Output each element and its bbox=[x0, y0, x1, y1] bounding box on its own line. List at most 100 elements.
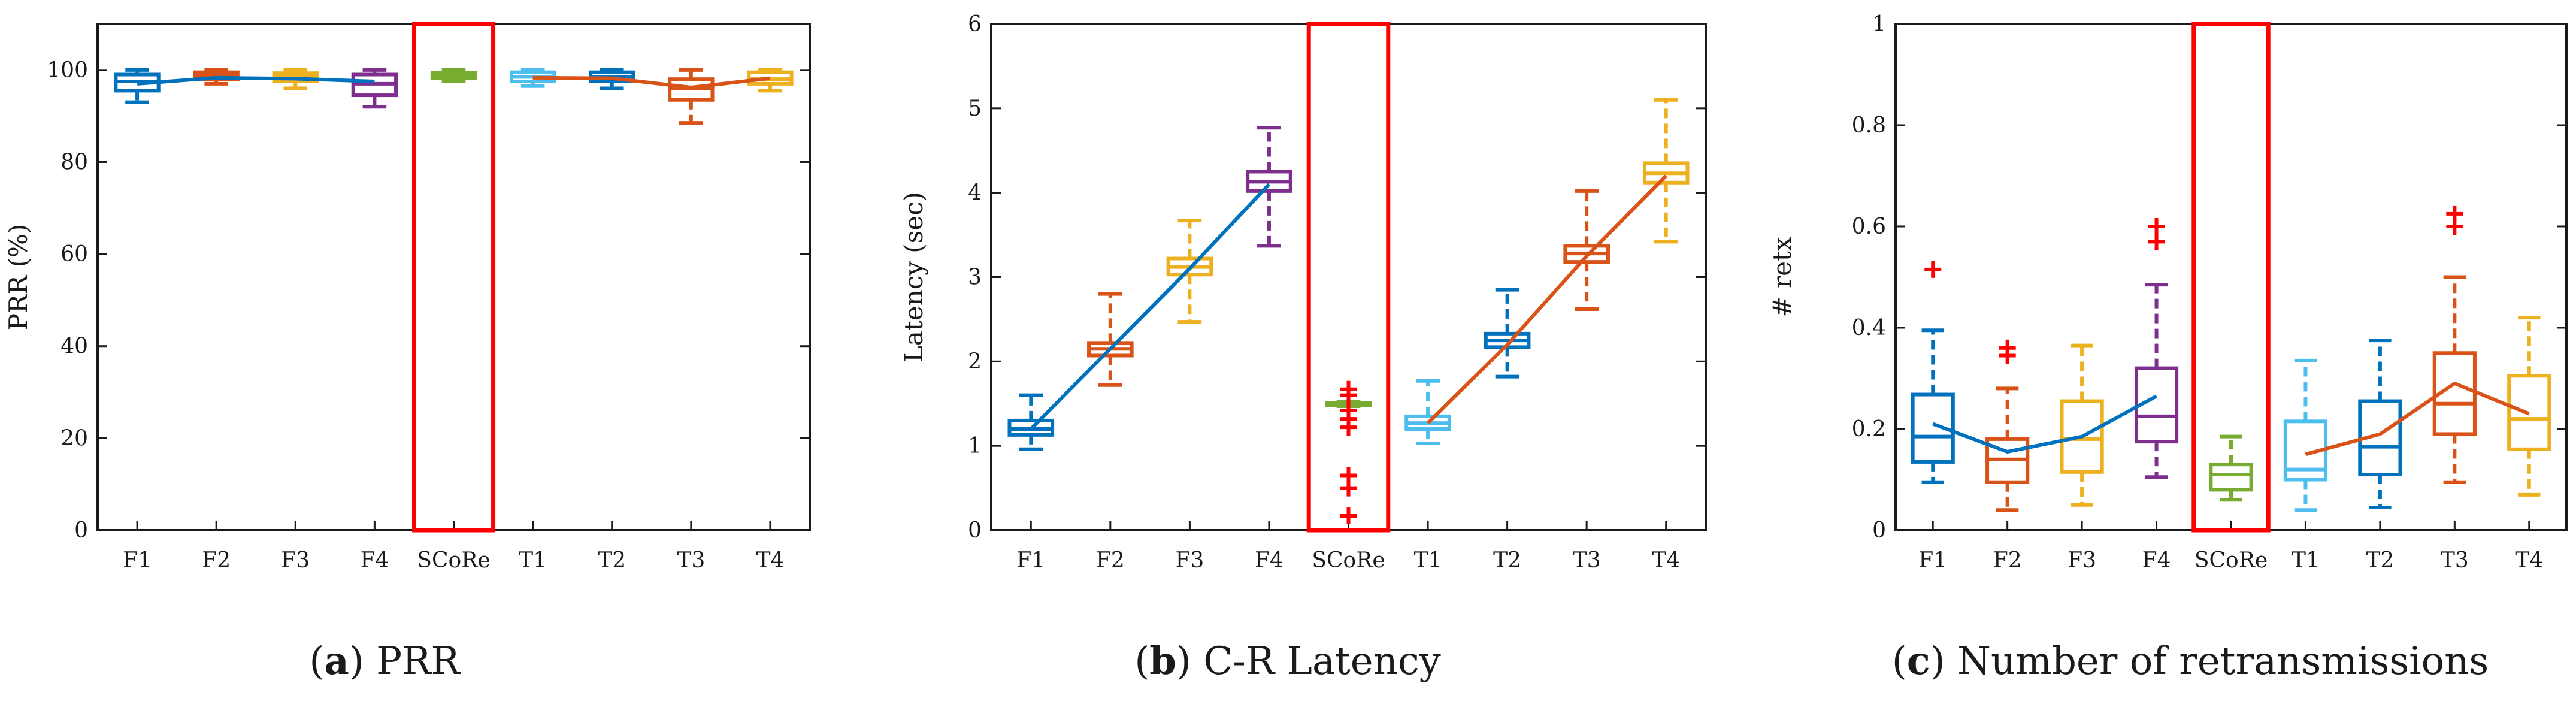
y-tick-label: 0.4 bbox=[1852, 316, 1886, 340]
box-score bbox=[2209, 434, 2253, 502]
y-tick-label: 0.8 bbox=[1852, 113, 1886, 138]
y-tick-label: 5 bbox=[968, 96, 982, 121]
y-tick-label: 100 bbox=[47, 58, 88, 83]
box-t3 bbox=[2432, 205, 2477, 484]
x-tick-label: T3 bbox=[677, 548, 705, 573]
outlier-marker bbox=[1999, 339, 2016, 356]
x-tick-label: T4 bbox=[756, 548, 784, 573]
caption-latency: (b) C-R Latency bbox=[1134, 639, 1441, 684]
box-body bbox=[2209, 463, 2253, 492]
outlier-marker bbox=[2446, 205, 2463, 222]
y-tick-label: 80 bbox=[60, 150, 88, 174]
x-tick-label: F4 bbox=[2142, 548, 2171, 573]
caption-text: PRR bbox=[364, 639, 461, 684]
highlight-box-score bbox=[1306, 22, 1391, 533]
caption-text: C-R Latency bbox=[1191, 639, 1441, 684]
box-score bbox=[430, 68, 477, 84]
highlight-box-score bbox=[2191, 22, 2271, 533]
x-tick-label: F3 bbox=[1175, 548, 1204, 573]
box-t1 bbox=[2283, 358, 2328, 512]
outlier-marker bbox=[1340, 507, 1357, 525]
box-body bbox=[2507, 374, 2551, 451]
y-tick-label: 60 bbox=[60, 242, 88, 267]
box-body bbox=[2134, 366, 2179, 444]
y-tick-label: 20 bbox=[60, 426, 88, 451]
x-tick-label: T1 bbox=[2292, 548, 2320, 573]
y-axis-label: Latency (sec) bbox=[899, 192, 928, 362]
x-tick-label: SCoRe bbox=[2194, 548, 2268, 573]
x-tick-label: F1 bbox=[123, 548, 152, 573]
caption-prr: (a) PRR bbox=[309, 639, 461, 684]
box-f1 bbox=[1007, 393, 1055, 451]
x-tick-label: T2 bbox=[2366, 548, 2394, 573]
y-tick-label: 4 bbox=[968, 181, 982, 206]
x-tick-label: T4 bbox=[1652, 548, 1680, 573]
trend-line-t bbox=[532, 75, 771, 90]
y-axis-label: PRR (%) bbox=[4, 224, 33, 331]
panel-retransmissions: 0 0.2 0.4 0.6 0.8 1 F1 F2 F3 F4 SCoRe T1 T2 T3 T4 # ret… bbox=[1767, 12, 2568, 573]
box-t1 bbox=[1404, 379, 1451, 445]
outlier-marker bbox=[1340, 402, 1357, 419]
outlier-marker bbox=[1340, 467, 1357, 484]
x-tick-label: F2 bbox=[1096, 548, 1125, 573]
box-body bbox=[1911, 392, 1955, 464]
box-score bbox=[1325, 380, 1372, 525]
caption-text: Number of retransmissions bbox=[1945, 639, 2489, 684]
y-tick-label: 40 bbox=[60, 334, 88, 359]
y-tick-label: 1 bbox=[1872, 12, 1886, 37]
x-tick-label: T3 bbox=[2441, 548, 2469, 573]
x-tick-label: F2 bbox=[202, 548, 231, 573]
y-tick-label: 3 bbox=[968, 265, 982, 290]
box-t3 bbox=[1563, 189, 1610, 312]
outlier-marker bbox=[1340, 380, 1357, 398]
x-tick-label: T3 bbox=[1573, 548, 1601, 573]
box-f4 bbox=[351, 68, 398, 109]
x-tick-label: SCoRe bbox=[1312, 548, 1385, 573]
axes-frame bbox=[990, 23, 1707, 531]
x-tick-label: F3 bbox=[2068, 548, 2096, 573]
y-tick-label: 0 bbox=[968, 518, 982, 543]
outlier-marker bbox=[2148, 218, 2165, 235]
x-tick-label: F4 bbox=[360, 548, 389, 573]
y-tick-label: 0 bbox=[1872, 518, 1886, 543]
box-f2 bbox=[1087, 292, 1134, 387]
x-tick-label: T1 bbox=[1414, 548, 1442, 573]
caption-retransmissions: (c) Number of retransmissions bbox=[1892, 639, 2489, 684]
trend-line-t bbox=[1426, 174, 1667, 425]
caption-letter: b bbox=[1149, 639, 1176, 684]
box-f1 bbox=[1911, 261, 1955, 484]
y-tick-label: 6 bbox=[968, 12, 982, 37]
highlight-box-score bbox=[411, 22, 496, 533]
box-f4 bbox=[1246, 126, 1292, 248]
outlier-marker bbox=[2148, 233, 2165, 250]
y-tick-label: 2 bbox=[968, 349, 982, 374]
trend-line-f bbox=[1030, 183, 1271, 431]
x-tick-label: T1 bbox=[519, 548, 547, 573]
x-tick-label: T2 bbox=[1493, 548, 1521, 573]
x-tick-label: F1 bbox=[1918, 548, 1947, 573]
x-tick-label: F4 bbox=[1255, 548, 1284, 573]
trend-line-t bbox=[2305, 381, 2530, 457]
outlier-marker bbox=[1924, 261, 1942, 278]
panel-prr: 0 20 40 60 80 100 F1 F2 F3 F4 SCoRe T1 T2 T3 T4 PRR (%) bbox=[4, 22, 811, 573]
box-f2 bbox=[1985, 339, 2030, 512]
trend-line-f bbox=[1932, 394, 2158, 454]
panel-latency: 0 1 2 3 4 5 6 F1 F2 F3 F4 SCoRe T1 T2 T3 T4 Latency (sec… bbox=[899, 12, 1707, 573]
y-tick-label: 0 bbox=[74, 518, 88, 543]
trend-line-f bbox=[137, 75, 375, 86]
box-t2 bbox=[1484, 288, 1531, 379]
y-tick-label: 0.2 bbox=[1852, 417, 1886, 442]
y-axis-label: # retx bbox=[1767, 237, 1797, 317]
box-t3 bbox=[668, 68, 715, 125]
x-tick-label: T2 bbox=[598, 548, 626, 573]
box-body bbox=[2060, 399, 2104, 474]
box-t4 bbox=[2507, 316, 2551, 497]
y-tick-label: 1 bbox=[968, 434, 982, 458]
caption-letter: c bbox=[1907, 639, 1930, 684]
x-tick-label: SCoRe bbox=[417, 548, 490, 573]
box-f1 bbox=[114, 68, 161, 104]
x-tick-label: F3 bbox=[281, 548, 310, 573]
y-tick-label: 0.6 bbox=[1852, 214, 1886, 239]
caption-letter: a bbox=[324, 639, 349, 684]
box-t4 bbox=[1642, 98, 1690, 244]
